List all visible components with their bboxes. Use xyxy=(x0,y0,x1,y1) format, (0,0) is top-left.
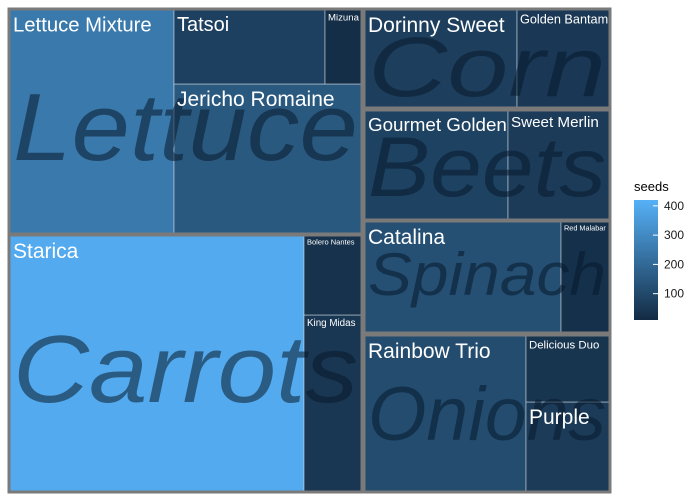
colorbar-gradient xyxy=(634,200,658,320)
group-label-carrots: Carrots xyxy=(13,316,358,423)
tile-label-sweet-merlin: Sweet Merlin xyxy=(511,114,599,131)
tile-golden-bantam xyxy=(516,9,610,108)
tile-label-king-midas: King Midas xyxy=(307,318,356,329)
tile-red-malabar xyxy=(560,221,610,333)
tile-label-delicious-duo: Delicious Duo xyxy=(529,339,599,351)
colorbar-tick-label: 400 xyxy=(664,199,684,213)
group-label-onions: Onions xyxy=(368,372,606,457)
tile-label-purple: Purple xyxy=(529,406,590,429)
tile-king-midas xyxy=(303,314,362,492)
tile-label-gourmet-golden: Gourmet Golden xyxy=(368,114,507,135)
tile-label-starica: Starica xyxy=(13,240,79,263)
tile-starica xyxy=(9,235,305,492)
group-border-corn xyxy=(362,7,612,110)
colorbar-tick-label: 300 xyxy=(664,228,684,242)
colorbar-legend: seeds 100 200 300 400 xyxy=(634,179,684,320)
group-label-corn: Corn xyxy=(368,20,606,114)
group-label-beets: Beets xyxy=(368,120,606,214)
treemap-area: Lettuce Lettuce Mixture Jericho Romaine Tat… xyxy=(7,7,612,494)
colorbar-title: seeds xyxy=(634,179,669,194)
tile-catalina xyxy=(364,221,562,333)
tile-label-bolero-nantes: Bolero Nantes xyxy=(307,238,355,247)
tile-label-dorinny-sweet: Dorinny Sweet xyxy=(368,14,505,37)
tile-tatsoi xyxy=(173,9,326,85)
group-border-onions xyxy=(362,333,612,494)
group-label-spinach: Spinach xyxy=(368,241,606,308)
tile-label-rainbow-trio: Rainbow Trio xyxy=(368,340,491,363)
colorbar-tick-label: 100 xyxy=(664,287,684,301)
tile-purple xyxy=(525,401,610,492)
group-label-lettuce: Lettuce xyxy=(13,74,358,181)
group-lettuce: Lettuce Lettuce Mixture Jericho Romaine Tat… xyxy=(7,7,364,236)
group-onions: Onions Rainbow Trio Purple Delicious Duo xyxy=(362,333,612,494)
group-border-spinach xyxy=(362,219,612,335)
tile-label-mizuna: Mizuna xyxy=(328,13,360,24)
tile-label-tatsoi: Tatsoi xyxy=(177,14,229,36)
tile-bolero-nantes xyxy=(303,235,362,316)
group-border-carrots xyxy=(7,233,364,494)
colorbar-tick-label: 200 xyxy=(664,257,684,271)
tile-lettuce-mixture xyxy=(9,9,175,234)
tile-label-golden-bantam: Golden Bantam xyxy=(520,13,608,27)
tile-delicious-duo xyxy=(525,335,610,403)
tile-label-catalina: Catalina xyxy=(368,226,445,249)
tile-sweet-merlin xyxy=(507,110,610,220)
tile-mizuna xyxy=(324,9,362,85)
tile-label-red-malabar: Red Malabar xyxy=(564,223,606,232)
tile-label-jericho-romaine: Jericho Romaine xyxy=(177,88,335,111)
group-carrots: Carrots Starica King Midas Bolero Nantes xyxy=(7,233,364,494)
tile-label-lettuce-mixture: Lettuce Mixture xyxy=(13,14,152,36)
tile-gourmet-golden xyxy=(364,110,509,220)
